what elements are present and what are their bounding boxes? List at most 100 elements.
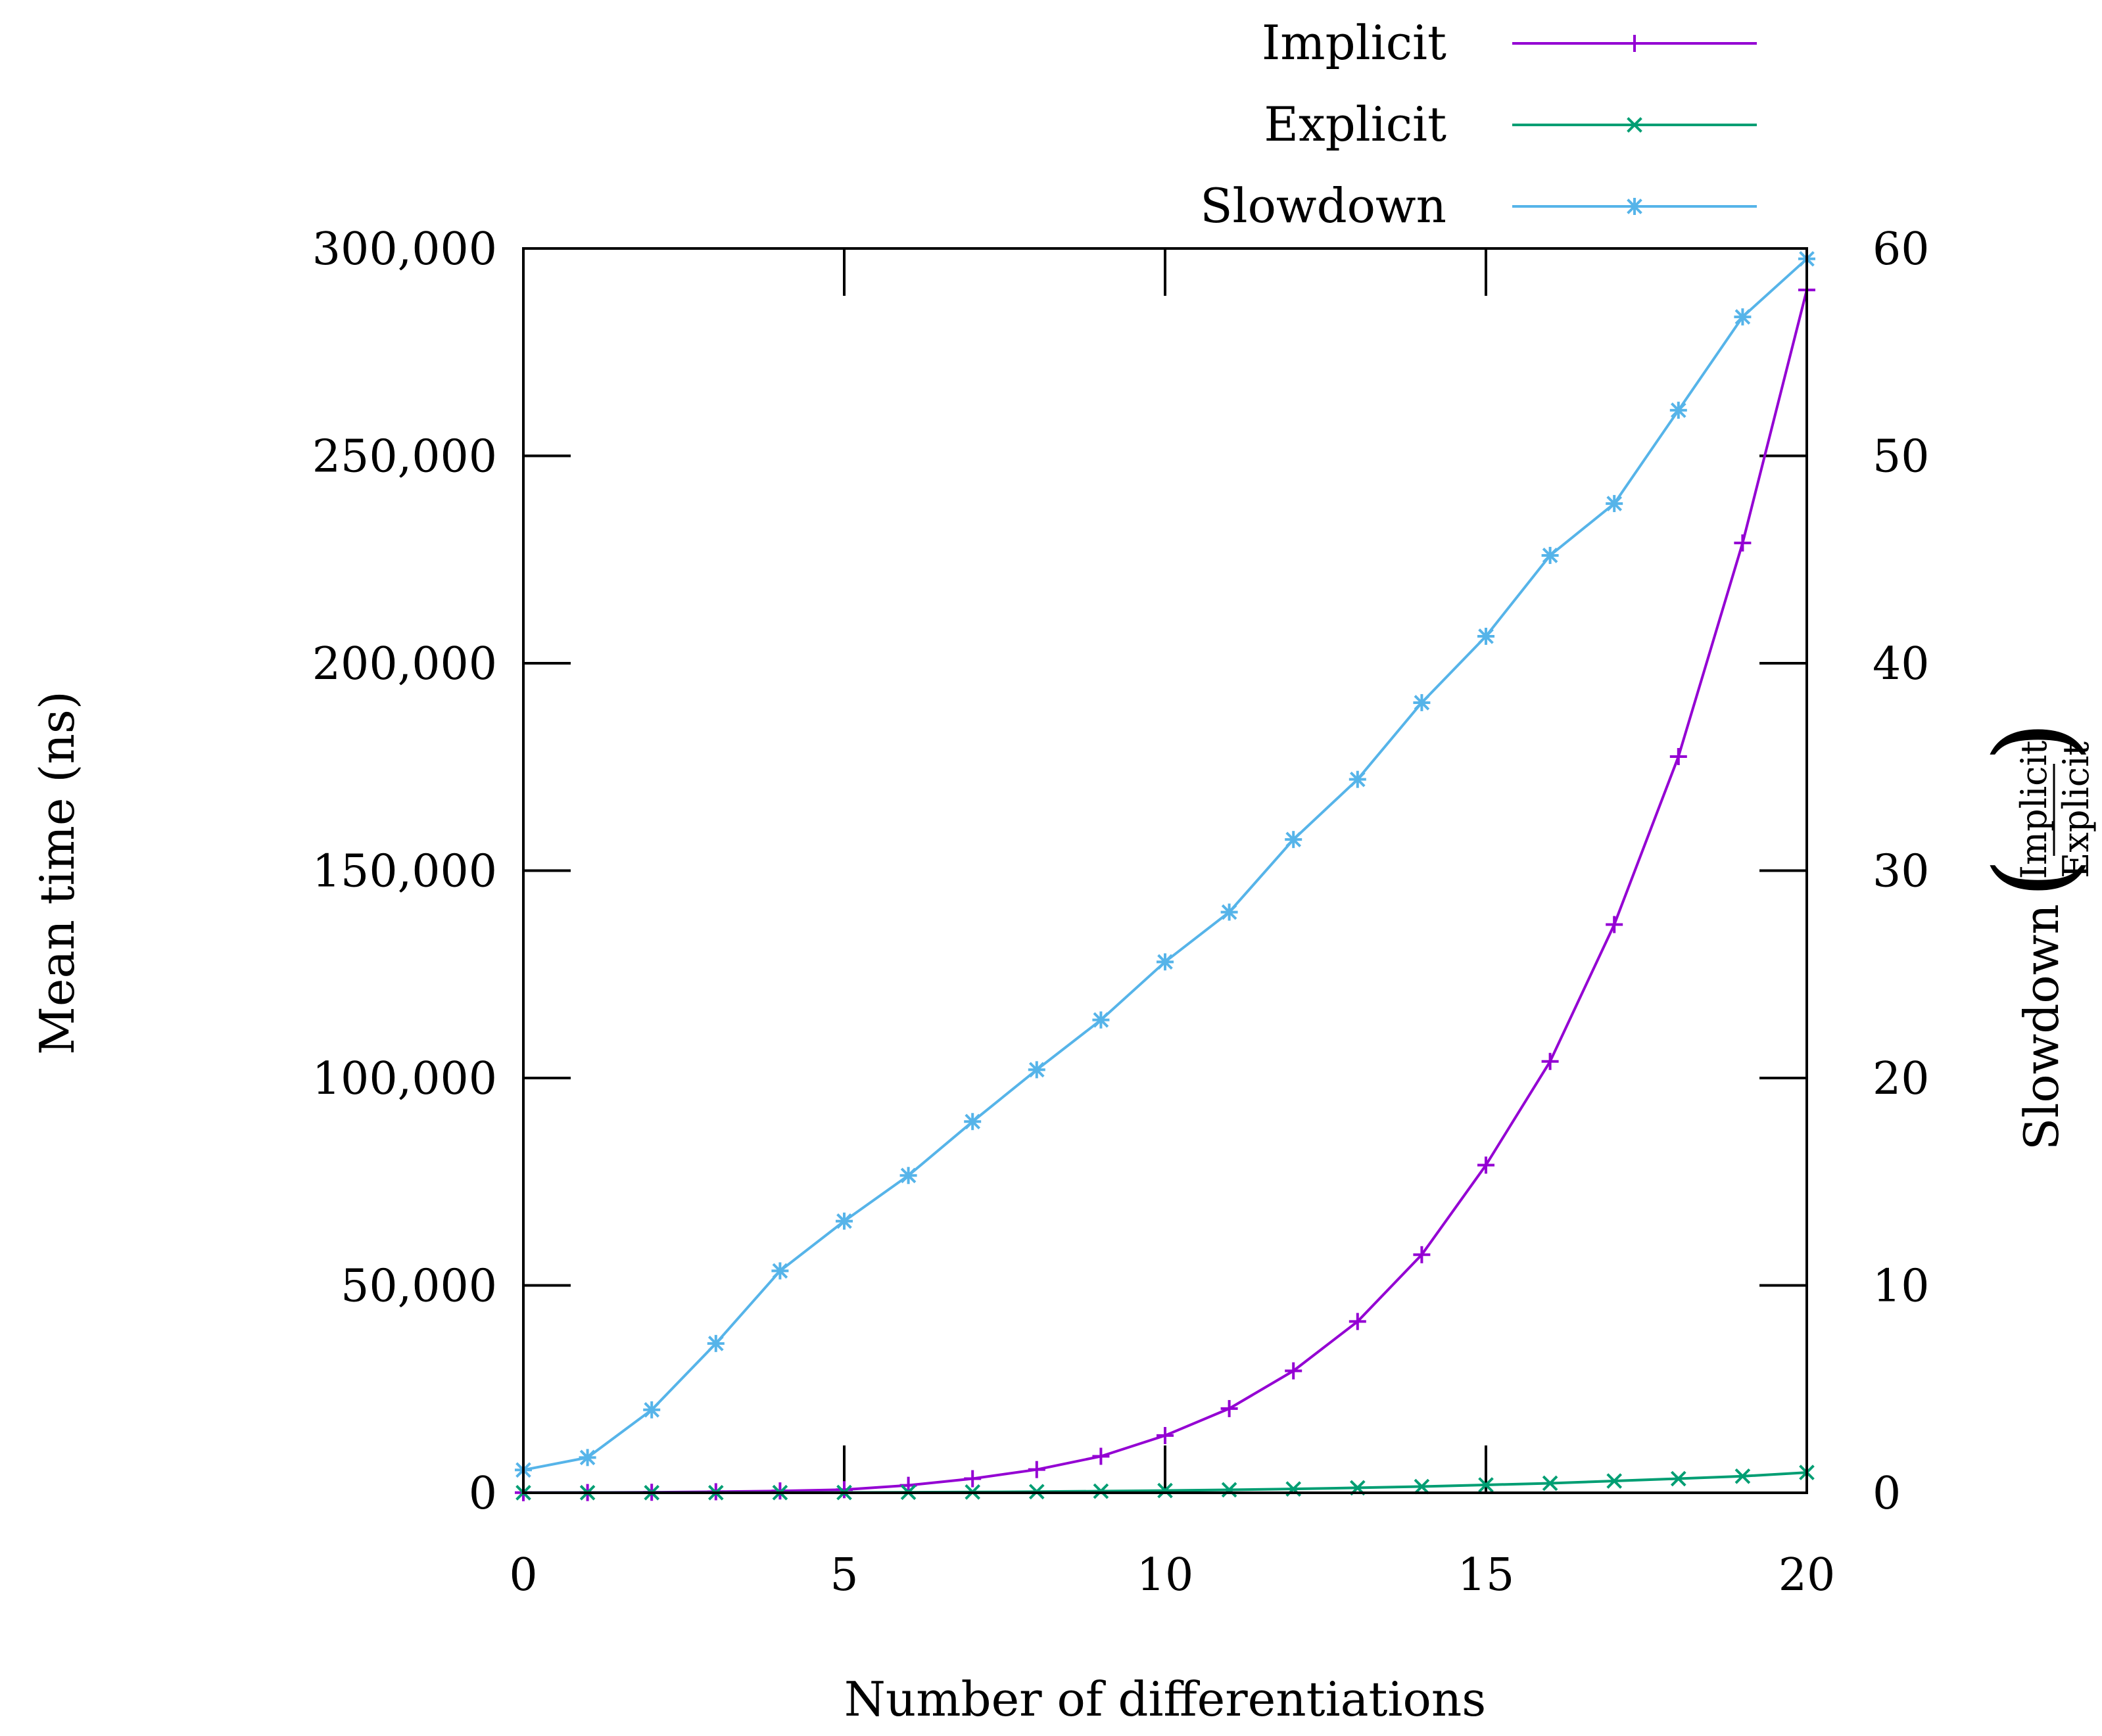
marker-stroke	[1221, 1482, 1237, 1498]
legend-label-slowdown: Slowdown	[1200, 178, 1446, 233]
data-point-implicit	[1477, 1156, 1494, 1174]
legend: Implicit Explicit Slowdown	[1200, 15, 1757, 233]
data-point-slowdown	[899, 1167, 917, 1185]
y2-fraction-numerator: Implicit	[2013, 740, 2055, 879]
tick-labels-layer: 0 5 10 15 20 0 50,000 100,000 150,000 200,000 250,…	[312, 223, 1930, 1601]
y2-tick-label: 50	[1873, 431, 1930, 483]
legend-marker-explicit	[1627, 117, 1642, 133]
marker-stroke	[1542, 548, 1558, 563]
marker-stroke	[772, 1263, 788, 1279]
data-point-slowdown	[836, 1212, 853, 1230]
data-point-slowdown	[1028, 1061, 1045, 1079]
data-point-explicit	[1414, 1478, 1430, 1495]
marker-stroke	[1221, 904, 1237, 920]
marker-stroke	[1606, 1473, 1623, 1489]
x-tick-label: 5	[830, 1549, 858, 1601]
legend-marker-slowdown	[1626, 198, 1643, 215]
marker-stroke	[1627, 199, 1642, 214]
legend-label-explicit: Explicit	[1264, 97, 1446, 152]
data-point-explicit	[1093, 1483, 1109, 1499]
data-point-explicit	[1734, 1468, 1751, 1484]
data-point-implicit	[1606, 916, 1623, 933]
data-point-implicit	[1413, 1246, 1431, 1263]
plot-frame	[522, 247, 1808, 1494]
x-tick-label: 15	[1458, 1549, 1515, 1601]
data-point-implicit	[1028, 1461, 1045, 1478]
x-tick-label: 0	[509, 1549, 537, 1601]
legend-marker-implicit	[1626, 35, 1643, 52]
y-tick-label: 150,000	[312, 846, 497, 898]
marker-stroke	[1670, 1470, 1686, 1487]
y-tick-label: 0	[469, 1468, 497, 1520]
y-tick-label: 50,000	[341, 1261, 497, 1313]
marker-stroke	[836, 1213, 852, 1229]
data-point-explicit	[1670, 1470, 1686, 1487]
y-tick-label: 300,000	[312, 223, 497, 275]
y2-fraction-right-paren: )	[1972, 721, 2095, 762]
marker-stroke	[1285, 832, 1302, 847]
marker-stroke	[1414, 1478, 1430, 1495]
data-point-slowdown	[1285, 831, 1302, 849]
data-point-implicit	[1734, 534, 1752, 552]
data-point-slowdown	[1606, 495, 1623, 513]
data-point-slowdown	[771, 1262, 789, 1280]
legend-label-implicit: Implicit	[1262, 15, 1446, 70]
marker-stroke	[1093, 1012, 1109, 1028]
y-axis-title: Mean time (ns)	[30, 691, 85, 1055]
data-point-slowdown	[964, 1113, 982, 1131]
data-point-slowdown	[1477, 627, 1494, 645]
y2-tick-label: 0	[1873, 1468, 1901, 1520]
x-axis-title: Number of differentiations	[844, 1672, 1486, 1727]
data-point-implicit	[1541, 1052, 1559, 1070]
data-point-implicit	[1157, 1426, 1174, 1444]
marker-stroke	[1414, 695, 1430, 711]
y2-fraction-denominator: Explicit	[2055, 741, 2097, 878]
marker-stroke	[579, 1449, 596, 1466]
data-point-explicit	[1606, 1473, 1623, 1489]
y2-axis-title: Slowdown ( Implicit Explicit )	[1972, 721, 2097, 1150]
data-point-explicit	[1542, 1475, 1558, 1491]
marker-stroke	[1478, 628, 1494, 644]
marker-stroke	[1478, 1477, 1494, 1493]
marker-stroke	[1349, 771, 1366, 787]
marker-stroke	[965, 1114, 981, 1130]
marker-stroke	[1734, 1468, 1751, 1484]
y2-tick-label: 30	[1873, 846, 1930, 898]
y-tick-label: 200,000	[312, 638, 497, 690]
y-tick-label: 100,000	[312, 1053, 497, 1105]
x-tick-label: 20	[1779, 1549, 1836, 1601]
data-point-explicit	[1478, 1477, 1494, 1493]
data-point-slowdown	[1413, 693, 1431, 711]
marker-stroke	[644, 1401, 660, 1418]
data-point-implicit	[836, 1481, 853, 1499]
data-point-implicit	[1220, 1399, 1238, 1417]
x-tick-label: 10	[1137, 1549, 1194, 1601]
data-point-slowdown	[1157, 953, 1174, 971]
y2-tick-label: 60	[1873, 223, 1930, 275]
y2-axis-title-text: Slowdown	[2014, 904, 2069, 1150]
marker-stroke	[1093, 1483, 1109, 1499]
marker-stroke	[1028, 1062, 1045, 1078]
data-point-explicit	[1157, 1482, 1173, 1499]
marker-stroke	[1606, 496, 1623, 511]
data-point-implicit	[964, 1470, 982, 1488]
data-point-implicit	[1349, 1313, 1366, 1330]
data-point-slowdown	[707, 1334, 725, 1352]
data-point-slowdown	[579, 1449, 596, 1466]
marker-stroke	[900, 1167, 917, 1184]
y2-tick-label: 10	[1873, 1261, 1930, 1313]
y2-fraction-left-paren: (	[1972, 858, 2095, 899]
data-point-implicit	[1092, 1447, 1110, 1465]
marker-stroke	[707, 1336, 724, 1351]
data-point-slowdown	[1734, 308, 1752, 326]
marker-stroke	[1157, 1482, 1173, 1499]
marker-stroke	[1670, 402, 1686, 418]
data-point-implicit	[1669, 747, 1687, 765]
y-tick-label: 250,000	[312, 431, 497, 483]
data-point-slowdown	[1092, 1011, 1110, 1029]
marker-stroke	[1157, 954, 1173, 970]
marker-stroke	[1734, 309, 1751, 325]
marker-stroke	[1542, 1475, 1558, 1491]
